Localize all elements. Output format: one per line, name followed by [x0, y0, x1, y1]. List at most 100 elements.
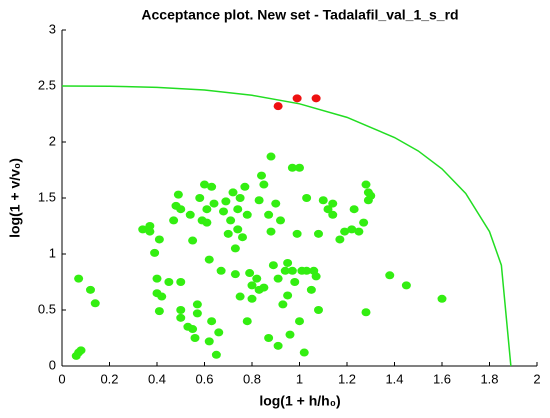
point [226, 216, 236, 225]
point [292, 94, 302, 103]
point [138, 225, 148, 234]
point [283, 258, 293, 267]
point [242, 317, 252, 326]
point [242, 210, 252, 219]
point [235, 292, 245, 301]
point [204, 255, 214, 264]
point [306, 285, 316, 294]
point [86, 285, 95, 294]
point [328, 210, 338, 219]
point [385, 271, 395, 280]
x-tick-label: 0.2 [100, 371, 118, 386]
point [152, 274, 162, 283]
y-tick-label: 2 [49, 133, 56, 148]
y-axis-label: log(1 + v/v₀) [7, 158, 23, 238]
point [302, 194, 312, 202]
point [311, 94, 321, 103]
point [207, 317, 217, 326]
point [157, 292, 167, 301]
point [219, 207, 228, 216]
x-tick-label: 1.2 [338, 371, 356, 386]
point [238, 233, 247, 242]
point [202, 218, 212, 227]
point [233, 205, 243, 214]
point [283, 291, 293, 300]
chart-title: Acceptance plot. New set - Tadalafil_val… [141, 7, 458, 23]
point [278, 300, 288, 309]
point [273, 102, 283, 111]
point [223, 229, 233, 238]
point [273, 274, 283, 283]
point [302, 266, 312, 275]
point [228, 188, 238, 197]
point [188, 325, 198, 334]
point [285, 330, 295, 339]
point [252, 274, 262, 283]
x-tick-label: 1.4 [385, 371, 403, 386]
point [233, 225, 243, 234]
point [287, 266, 297, 275]
point [195, 194, 205, 202]
point [318, 196, 328, 205]
x-tick-label: 0.8 [243, 371, 261, 386]
point [90, 299, 100, 308]
point [221, 197, 231, 206]
point [71, 351, 81, 360]
point [340, 227, 350, 236]
point [366, 191, 376, 200]
point [335, 235, 345, 244]
point [299, 348, 309, 357]
point [230, 270, 240, 279]
point [314, 229, 323, 238]
point [349, 205, 359, 214]
x-tick-label: 0 [58, 371, 65, 386]
point [259, 180, 269, 189]
point [169, 216, 179, 225]
point [292, 229, 302, 238]
point [240, 182, 250, 191]
point [204, 337, 214, 346]
point [361, 180, 371, 189]
point [359, 218, 369, 227]
point [76, 346, 86, 355]
point [185, 210, 195, 219]
y-tick-label: 2.5 [38, 77, 56, 92]
point [176, 205, 186, 214]
point [154, 307, 164, 316]
point [176, 306, 186, 314]
point [328, 199, 338, 208]
point [280, 266, 290, 275]
point [176, 313, 186, 322]
point [192, 309, 202, 318]
x-tick-label: 1.6 [433, 371, 451, 386]
point [271, 199, 281, 208]
y-tick-label: 3 [49, 21, 56, 36]
point [247, 281, 257, 290]
point [176, 278, 186, 286]
point [354, 227, 364, 236]
point [230, 244, 240, 253]
point [154, 235, 164, 244]
point [188, 236, 198, 245]
x-axis-label: log(1 + h/h₀) [259, 393, 340, 409]
x-tick-label: 2 [533, 371, 540, 386]
y-tick-label: 0 [49, 357, 56, 372]
x-tick-label: 1.8 [480, 371, 498, 386]
point [150, 248, 160, 257]
point [264, 334, 274, 342]
point [254, 196, 264, 205]
point [268, 261, 278, 270]
x-tick-label: 1 [296, 371, 303, 386]
point [361, 308, 371, 317]
y-tick-label: 0.5 [38, 301, 56, 316]
point [290, 278, 300, 286]
point [264, 210, 274, 219]
point [401, 281, 411, 290]
point [257, 171, 266, 180]
point [273, 341, 283, 350]
point [266, 227, 276, 236]
point [266, 152, 276, 161]
point [164, 278, 174, 286]
limit-curve [61, 85, 512, 367]
